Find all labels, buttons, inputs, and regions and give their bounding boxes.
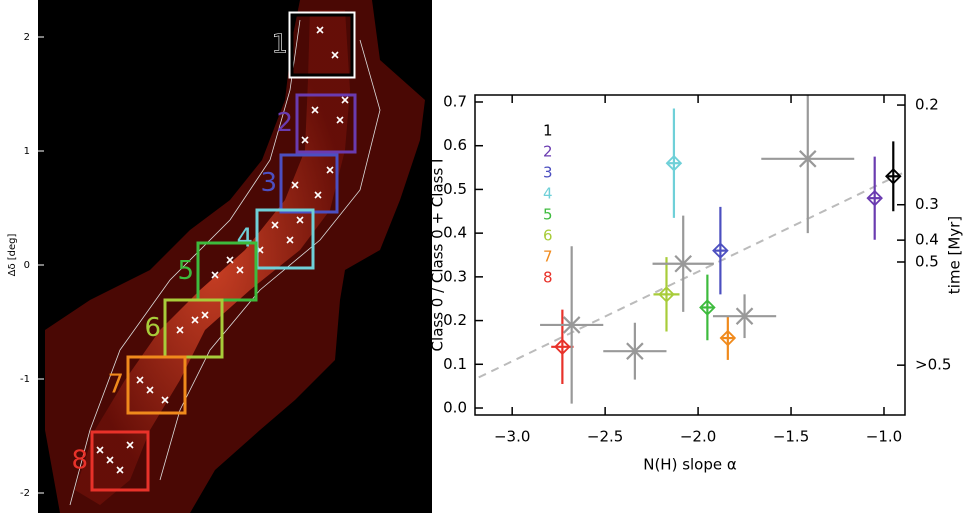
source-marker bbox=[191, 316, 199, 324]
region-label: 3 bbox=[260, 168, 277, 198]
map-filament bbox=[75, 10, 350, 505]
legend-entry: 5 bbox=[543, 206, 553, 224]
y-tick-label: 0.6 bbox=[443, 136, 467, 154]
region-label: 7 bbox=[107, 370, 124, 400]
point-marker bbox=[626, 342, 644, 360]
source-marker bbox=[314, 191, 322, 199]
region-label: 5 bbox=[177, 256, 194, 286]
map-y-tick-label: 2 bbox=[24, 32, 30, 43]
y-tick-label: 0.1 bbox=[443, 355, 467, 373]
source-marker bbox=[331, 51, 339, 59]
y-tick-label: 0.7 bbox=[443, 92, 467, 110]
point-marker bbox=[554, 338, 571, 356]
y-tick-label: 0.5 bbox=[443, 180, 467, 198]
point-marker bbox=[712, 242, 729, 259]
source-marker bbox=[106, 456, 114, 464]
point-marker bbox=[674, 254, 692, 273]
source-marker bbox=[296, 216, 304, 224]
y-tick-label: 0.4 bbox=[443, 224, 467, 242]
region-label: 2 bbox=[276, 108, 293, 138]
point-marker bbox=[866, 189, 883, 207]
legend-entry: 1 bbox=[543, 122, 553, 140]
point-marker bbox=[658, 286, 675, 303]
legend-entry: 6 bbox=[543, 227, 553, 245]
point-marker bbox=[719, 329, 737, 347]
region-label: 4 bbox=[236, 224, 253, 254]
map-y-tick-label: 0 bbox=[24, 260, 30, 271]
plot-frame bbox=[474, 94, 906, 416]
source-marker bbox=[286, 236, 294, 244]
point-marker bbox=[885, 168, 902, 185]
legend-entry: 4 bbox=[543, 185, 553, 203]
source-marker bbox=[116, 466, 124, 474]
point-marker bbox=[562, 316, 581, 334]
map-y-label: Δδ [deg] bbox=[7, 234, 18, 277]
region-box bbox=[295, 93, 357, 154]
map-panel bbox=[38, 0, 432, 513]
source-marker bbox=[291, 181, 299, 189]
y2-tick-label: 0.5 bbox=[915, 252, 939, 270]
y2-axis-label: time [Myr] bbox=[946, 216, 964, 294]
source-marker bbox=[211, 271, 219, 279]
x-tick-label: −2.0 bbox=[680, 428, 716, 446]
region-box bbox=[290, 13, 354, 77]
legend-entry: 8 bbox=[543, 269, 553, 287]
legend-entry: 7 bbox=[543, 248, 553, 266]
source-marker bbox=[126, 441, 134, 449]
region-box bbox=[126, 355, 187, 415]
x-tick-label: −3.0 bbox=[494, 428, 530, 446]
point-marker bbox=[665, 154, 683, 172]
map-contour bbox=[69, 19, 301, 506]
source-marker bbox=[96, 446, 104, 454]
y-tick-label: 0.2 bbox=[443, 311, 467, 329]
source-marker bbox=[176, 326, 184, 334]
y2-tick-label: 0.3 bbox=[915, 195, 939, 213]
region-label: 1 bbox=[271, 30, 288, 60]
source-marker bbox=[311, 106, 319, 114]
point-marker bbox=[699, 299, 716, 316]
plot-area bbox=[478, 95, 905, 404]
region-box bbox=[163, 298, 224, 359]
source-marker bbox=[201, 311, 209, 319]
source-marker bbox=[316, 26, 324, 34]
y2-tick-label: >0.5 bbox=[915, 356, 951, 374]
region-box bbox=[279, 153, 339, 214]
point-marker bbox=[798, 150, 817, 168]
region-box bbox=[196, 241, 258, 302]
legend-entry: 2 bbox=[543, 143, 553, 161]
x-tick-label: −1.5 bbox=[773, 428, 809, 446]
x-tick-label: −1.0 bbox=[866, 428, 902, 446]
y2-tick-label: 0.2 bbox=[915, 96, 939, 114]
fit-line bbox=[478, 171, 905, 379]
source-marker bbox=[301, 136, 309, 144]
x-axis-label: N(H) slope α bbox=[643, 456, 737, 474]
map-y-tick-label: -1 bbox=[20, 374, 30, 385]
x-tick-label: −2.5 bbox=[587, 428, 623, 446]
source-marker bbox=[161, 396, 169, 404]
legend-entry: 3 bbox=[543, 164, 553, 182]
y-axis-label: Class 0 / Class 0 + Class I bbox=[429, 159, 447, 352]
source-marker bbox=[226, 256, 234, 264]
y-tick-label: 0.0 bbox=[443, 399, 467, 417]
source-marker bbox=[136, 376, 144, 384]
source-marker bbox=[336, 116, 344, 124]
y-tick-label: 0.3 bbox=[443, 267, 467, 285]
map-y-tick-label: 1 bbox=[24, 146, 30, 157]
region-label: 6 bbox=[144, 313, 161, 343]
source-marker bbox=[326, 166, 334, 174]
source-marker bbox=[271, 221, 279, 229]
point-marker bbox=[735, 307, 754, 325]
region-box bbox=[255, 208, 315, 270]
source-marker bbox=[236, 266, 244, 274]
map-y-tick-label: -2 bbox=[20, 488, 30, 499]
source-marker bbox=[146, 386, 154, 394]
source-marker bbox=[341, 96, 349, 104]
region-box bbox=[90, 430, 150, 492]
region-label: 8 bbox=[71, 446, 88, 476]
y2-tick-label: 0.4 bbox=[915, 231, 939, 249]
region-box-outline bbox=[288, 11, 356, 79]
